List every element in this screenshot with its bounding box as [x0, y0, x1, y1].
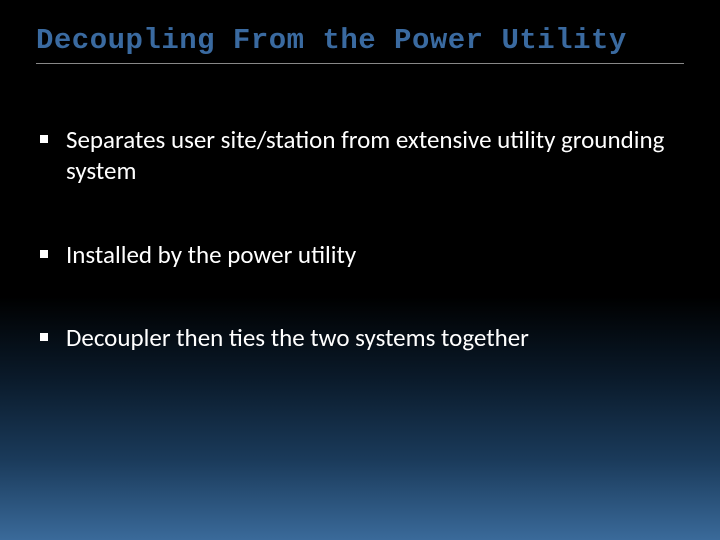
list-item: Installed by the power utility	[36, 239, 684, 270]
list-item: Separates user site/station from extensi…	[36, 124, 684, 187]
list-item: Decoupler then ties the two systems toge…	[36, 322, 684, 353]
title-underline	[36, 63, 684, 64]
bullet-list: Separates user site/station from extensi…	[36, 124, 684, 353]
slide-title: Decoupling From the Power Utility	[36, 24, 684, 57]
slide: Decoupling From the Power Utility Separa…	[0, 0, 720, 540]
